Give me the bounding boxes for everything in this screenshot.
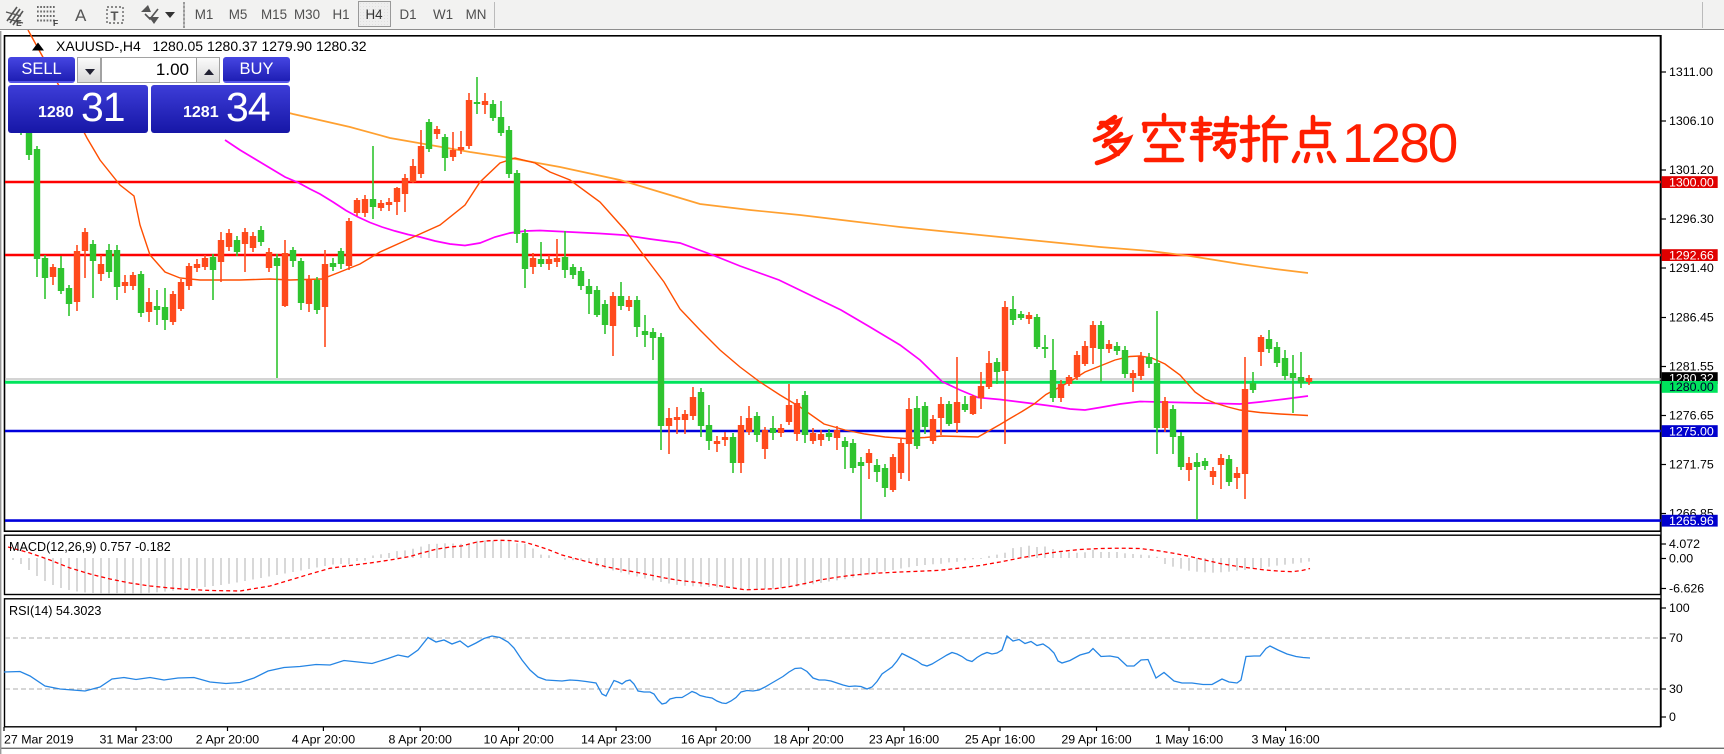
svg-text:1265.96: 1265.96 bbox=[1669, 514, 1714, 528]
svg-text:10 Apr 20:00: 10 Apr 20:00 bbox=[483, 733, 553, 747]
svg-text:18 Apr 20:00: 18 Apr 20:00 bbox=[773, 733, 843, 747]
svg-text:16 Apr 20:00: 16 Apr 20:00 bbox=[681, 733, 751, 747]
svg-text:4 Apr 20:00: 4 Apr 20:00 bbox=[292, 733, 355, 747]
svg-text:100: 100 bbox=[1669, 601, 1690, 615]
svg-text:MACD(12,26,9) 0.757 -0.182: MACD(12,26,9) 0.757 -0.182 bbox=[9, 540, 171, 554]
svg-text:25 Apr 16:00: 25 Apr 16:00 bbox=[965, 733, 1035, 747]
svg-text:27 Mar 2019: 27 Mar 2019 bbox=[4, 733, 74, 747]
svg-text:1280.00: 1280.00 bbox=[1669, 380, 1714, 394]
svg-text:0: 0 bbox=[1669, 710, 1676, 724]
svg-text:1276.65: 1276.65 bbox=[1669, 409, 1714, 423]
svg-text:2 Apr 20:00: 2 Apr 20:00 bbox=[196, 733, 259, 747]
svg-text:30: 30 bbox=[1669, 682, 1683, 696]
svg-text:RSI(14) 54.3023: RSI(14) 54.3023 bbox=[9, 604, 101, 618]
svg-text:1271.75: 1271.75 bbox=[1669, 458, 1714, 472]
svg-text:3 May 16:00: 3 May 16:00 bbox=[1251, 733, 1319, 747]
svg-text:1292.66: 1292.66 bbox=[1669, 248, 1714, 262]
svg-text:29 Apr 16:00: 29 Apr 16:00 bbox=[1061, 733, 1131, 747]
svg-text:1300.00: 1300.00 bbox=[1669, 175, 1714, 189]
svg-text:1311.00: 1311.00 bbox=[1669, 65, 1713, 79]
svg-text:1 May 16:00: 1 May 16:00 bbox=[1155, 733, 1223, 747]
svg-text:70: 70 bbox=[1669, 631, 1683, 645]
svg-text:-6.626: -6.626 bbox=[1669, 582, 1704, 596]
svg-text:1291.40: 1291.40 bbox=[1669, 261, 1714, 275]
svg-text:0.00: 0.00 bbox=[1669, 552, 1693, 566]
svg-text:4.072: 4.072 bbox=[1669, 537, 1700, 551]
svg-text:14 Apr 23:00: 14 Apr 23:00 bbox=[581, 733, 651, 747]
svg-text:31 Mar 23:00: 31 Mar 23:00 bbox=[99, 733, 172, 747]
svg-text:8 Apr 20:00: 8 Apr 20:00 bbox=[389, 733, 452, 747]
svg-text:1286.45: 1286.45 bbox=[1669, 311, 1714, 325]
svg-text:1275.00: 1275.00 bbox=[1669, 424, 1714, 438]
svg-text:A: A bbox=[75, 6, 87, 25]
svg-text:T: T bbox=[111, 9, 119, 24]
svg-text:XAUUSD-,H4 1280.05 1280.37 1: XAUUSD-,H4 1280.05 1280.37 1279.90 1280.… bbox=[56, 38, 367, 54]
svg-text:23 Apr 16:00: 23 Apr 16:00 bbox=[869, 733, 939, 747]
svg-text:F: F bbox=[53, 18, 58, 28]
svg-text:1306.10: 1306.10 bbox=[1669, 114, 1714, 128]
svg-text:E: E bbox=[16, 18, 22, 28]
svg-text:1301.20: 1301.20 bbox=[1669, 163, 1714, 177]
svg-text:1281.55: 1281.55 bbox=[1669, 360, 1714, 374]
svg-text:1280: 1280 bbox=[1342, 112, 1457, 174]
svg-text:1296.30: 1296.30 bbox=[1669, 212, 1714, 226]
